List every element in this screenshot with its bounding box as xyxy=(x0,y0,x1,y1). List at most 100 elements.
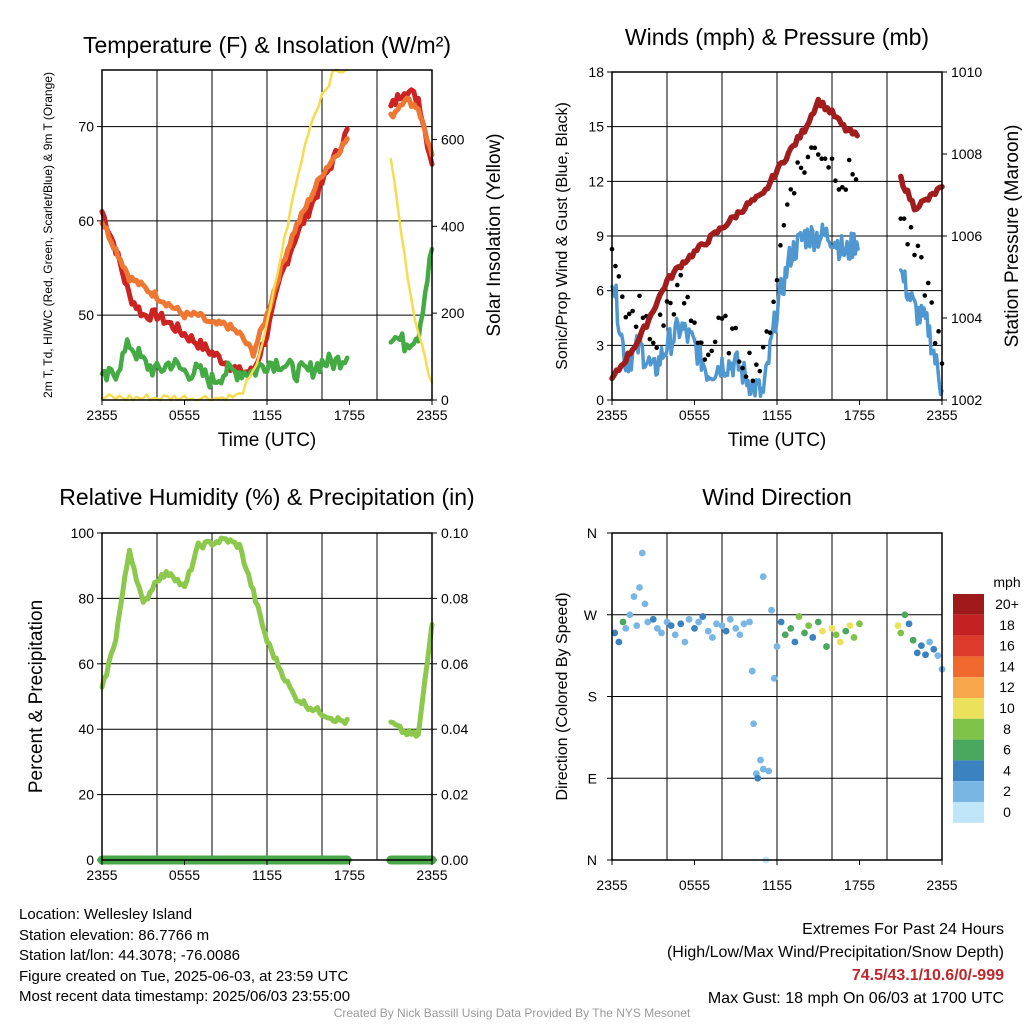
temp-panel-y2tick-label: 400 xyxy=(441,218,465,234)
wind-panel-series-1-point xyxy=(802,170,807,175)
wind-panel-ytick-label: 0 xyxy=(596,392,604,408)
direction-point xyxy=(765,767,773,775)
temp-panel-series-1 xyxy=(99,95,435,359)
rh-panel-series-0 xyxy=(99,535,435,739)
direction-point xyxy=(809,634,817,641)
wind-panel-series-1-point xyxy=(743,374,749,379)
dir-panel-xtick-label: 1155 xyxy=(762,877,792,893)
wind-panel-xtick-label: 2355 xyxy=(596,407,627,423)
speed-legend-label: 8 xyxy=(1003,721,1011,737)
direction-point xyxy=(934,652,942,660)
dir-panel-ytick-label: S xyxy=(588,689,597,705)
wind-panel-series-1-point xyxy=(668,300,673,306)
wind-panel-series-1-point xyxy=(692,320,697,325)
station-info: Location: Wellesley Island Station eleva… xyxy=(19,905,350,1008)
station-latlon: Station lat/lon: 44.3078; -76.0086 xyxy=(19,947,241,964)
wind-panel-series-1-point xyxy=(726,350,732,356)
speed-legend-label: 10 xyxy=(999,700,1015,716)
direction-point xyxy=(791,638,799,646)
rh-panel-ytick-label: 20 xyxy=(78,787,94,803)
wind-panel-series-1-point xyxy=(919,254,924,260)
rh-panel-ytick-label: 80 xyxy=(78,590,94,606)
wind-panel-y2tick-label: 1002 xyxy=(951,392,982,408)
wind-panel-series-1-point xyxy=(833,178,838,183)
direction-point xyxy=(681,638,689,646)
wind-panel-series-1-point xyxy=(853,177,859,182)
wind-panel-title: Winds (mph) & Pressure (mb) xyxy=(625,24,929,50)
speed-legend-label: 0 xyxy=(1003,804,1011,820)
wind-panel-series-1-point xyxy=(616,274,622,279)
direction-point xyxy=(619,618,627,626)
wind-panel-series-1-point xyxy=(815,152,821,157)
wind-panel-series-1-point xyxy=(936,329,941,334)
wind-panel-series-1-point xyxy=(699,340,704,346)
speed-legend-title: mph xyxy=(993,574,1020,590)
extremes-subtitle: (High/Low/Max Wind/Precipitation/Snow De… xyxy=(666,944,1004,961)
wind-panel-series-1-point xyxy=(685,294,690,300)
wind-panel-series-1-point xyxy=(754,362,759,367)
wind-panel-series-1-point xyxy=(791,191,797,196)
wind-panel-series-1-point xyxy=(932,340,938,346)
dir-panel-xtick-label: 2355 xyxy=(596,877,627,893)
wind-panel-series-1-point xyxy=(709,348,714,354)
direction-point xyxy=(787,624,795,632)
wind-panel-series-1-point xyxy=(712,339,718,345)
direction-point xyxy=(671,631,679,639)
rh-panel-title: Relative Humidity (%) & Precipitation (i… xyxy=(59,484,474,510)
temp-panel-xtick-label: 1755 xyxy=(334,407,365,423)
wind-panel-xtick-label: 2355 xyxy=(926,407,957,423)
wind-panel-y2tick-label: 1006 xyxy=(951,228,982,244)
wind-panel-ytick-label: 6 xyxy=(596,283,604,299)
extremes-values: 74.5/43.1/10.6/0/-999 xyxy=(851,967,1004,984)
speed-legend-swatch xyxy=(953,594,984,615)
wind-panel-series-1-point xyxy=(846,157,852,163)
wind-panel-ytick-label: 3 xyxy=(596,337,604,353)
direction-point xyxy=(641,600,649,608)
temp-panel-y2label: Solar Insolation (Yellow) xyxy=(484,133,505,336)
direction-point xyxy=(658,629,665,637)
direction-point xyxy=(626,611,634,619)
direction-point xyxy=(850,634,858,641)
direction-point xyxy=(901,611,909,619)
wind-panel-xtick-label: 1755 xyxy=(844,407,875,423)
wind-panel-series-1-point xyxy=(716,315,721,321)
rh-panel-ytick-label: 0 xyxy=(86,852,94,868)
wind-panel-series-1-point xyxy=(750,378,756,384)
direction-point xyxy=(667,622,675,630)
speed-legend-label: 20+ xyxy=(995,596,1019,612)
direction-point xyxy=(726,615,734,623)
direction-point xyxy=(649,615,657,623)
wind-panel-series-1-point xyxy=(723,313,728,319)
wind-panel-series-0 xyxy=(610,222,944,398)
dir-panel-ytick-label: W xyxy=(584,607,598,623)
direction-point xyxy=(909,636,917,644)
rh-panel-ylabel: Percent & Precipitation xyxy=(26,600,47,793)
direction-point xyxy=(759,765,767,773)
wind-panel-series-1-point xyxy=(623,314,629,320)
rh-panel-y2tick-label: 0.04 xyxy=(441,721,468,737)
wind-panel-series-1-point xyxy=(781,222,787,228)
temp-panel-y2tick-label: 0 xyxy=(441,392,449,408)
direction-point xyxy=(685,615,693,623)
wind-panel-series-1-point xyxy=(647,336,653,342)
wind-panel-series-1-point xyxy=(822,156,828,161)
wind-panel-series-1-point xyxy=(733,325,739,331)
wind-panel-series-1-point xyxy=(681,300,687,306)
speed-legend-label: 16 xyxy=(999,638,1015,654)
direction-point xyxy=(638,549,646,557)
direction-point xyxy=(814,618,822,626)
rh-panel-xtick-label: 2355 xyxy=(86,867,117,883)
max-gust: Max Gust: 18 mph On 06/03 at 1700 UTC xyxy=(707,990,1004,1007)
wind-panel-series-1-point xyxy=(640,315,646,321)
direction-point xyxy=(922,651,929,659)
wind-panel-series-1-point xyxy=(819,156,824,161)
rh-panel-ytick-label: 100 xyxy=(71,525,95,541)
direction-point xyxy=(718,622,726,630)
wind-panel-series-1-point xyxy=(898,216,904,221)
wind-panel-series-1-point xyxy=(778,243,783,248)
wind-panel-series-1-point xyxy=(678,272,684,278)
wind-panel-series-1-point xyxy=(688,318,694,324)
temp-panel-xtick-label: 0555 xyxy=(169,407,200,423)
temp-panel-y2tick-label: 600 xyxy=(441,131,465,147)
